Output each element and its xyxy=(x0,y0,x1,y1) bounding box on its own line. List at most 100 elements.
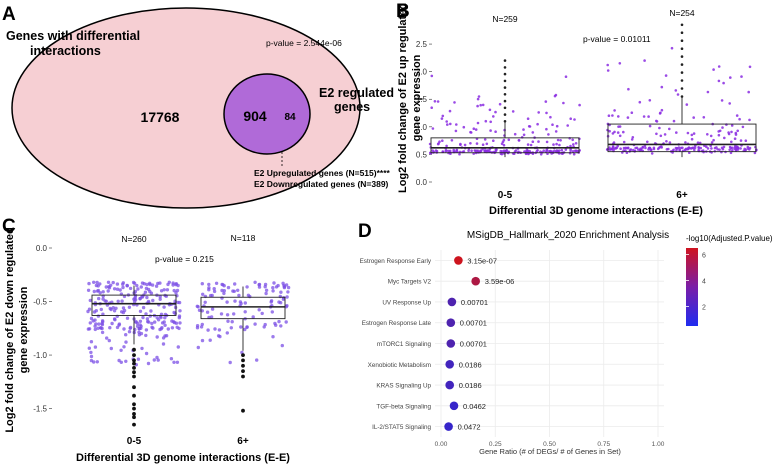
chart-b-point xyxy=(736,129,739,133)
chart-b-outlier xyxy=(680,71,684,74)
chart-b-point xyxy=(444,149,448,153)
chart-c-point xyxy=(94,283,99,288)
chart-b-point xyxy=(494,110,497,114)
chart-b-point xyxy=(611,146,615,149)
chart-d-xtick-label-1: 0.25 xyxy=(489,441,502,448)
chart-b-point xyxy=(641,146,644,149)
chart-b-outlier xyxy=(680,87,684,90)
chart-b-point xyxy=(717,133,721,137)
chart-c-ytick-label-0: 0.0 xyxy=(36,244,48,253)
chart-b-point xyxy=(564,75,568,78)
chart-c-point xyxy=(233,282,237,286)
chart-b-point xyxy=(556,138,560,142)
venn-overlap-count: 904 xyxy=(243,108,267,124)
chart-b-pvalue: p-value = 0.01011 xyxy=(583,34,651,44)
chart-c-point xyxy=(136,287,140,291)
chart-d-point-6 xyxy=(445,380,455,390)
chart-b-point xyxy=(626,116,630,119)
chart-c-point xyxy=(219,312,224,316)
chart-b-point xyxy=(574,149,578,152)
chart-b-ytick-label-2: 1.0 xyxy=(416,123,428,132)
chart-b-point xyxy=(547,133,550,136)
chart-c-point xyxy=(196,305,200,309)
chart-b-point xyxy=(681,146,684,150)
chart-b-point xyxy=(449,122,452,126)
chart-b-ytick-label-1: 0.5 xyxy=(416,150,428,159)
chart-c-point xyxy=(233,299,237,303)
chart-c-point xyxy=(124,340,128,344)
chart-b-point xyxy=(483,138,487,141)
chart-d-point-3 xyxy=(446,318,456,328)
chart-c-point xyxy=(212,289,217,294)
chart-b-point xyxy=(675,131,678,134)
chart-c-point xyxy=(145,295,149,300)
chart-b-point xyxy=(616,131,620,134)
chart-b-point xyxy=(638,100,642,104)
chart-c-point xyxy=(146,361,151,366)
chart-c-point xyxy=(200,282,204,286)
chart-b-point xyxy=(730,140,733,144)
chart-b-point xyxy=(622,140,626,144)
venn-outer-label-1: Genes with differential xyxy=(6,29,140,43)
chart-b-point xyxy=(699,146,702,150)
chart-b-point xyxy=(549,115,552,119)
chart-b-point xyxy=(560,148,564,152)
chart-b-point xyxy=(522,133,526,137)
chart-c-point xyxy=(284,320,288,324)
chart-c-point xyxy=(120,310,124,314)
chart-b-point xyxy=(696,141,700,144)
chart-b-outlier xyxy=(503,86,507,89)
chart-c-point xyxy=(89,316,94,321)
chart-c-point xyxy=(133,298,138,302)
chart-c-point xyxy=(236,288,240,292)
chart-c-point xyxy=(120,299,124,303)
chart-d-point-2 xyxy=(447,297,457,307)
chart-b-outlier xyxy=(680,79,684,82)
chart-c-point xyxy=(217,328,222,332)
chart-d-padj-label-4: 0.00701 xyxy=(460,340,487,349)
chart-b-point xyxy=(455,149,458,152)
chart-c-ytick-label-3: -1.5 xyxy=(33,405,47,414)
chart-c-outlier xyxy=(132,406,136,411)
chart-b-point xyxy=(430,74,434,78)
chart-b-point xyxy=(644,146,647,150)
chart-b-point xyxy=(613,109,616,112)
chart-b-point xyxy=(502,143,506,147)
chart-b-point xyxy=(630,138,634,141)
chart-b-point xyxy=(733,137,737,140)
chart-b-ytick-label-5: 2.5 xyxy=(416,40,428,49)
chart-d-title: MSigDB_Hallmark_2020 Enrichment Analysis xyxy=(467,230,669,241)
panel-d: D MSigDB_Hallmark_2020 Enrichment Analys… xyxy=(358,221,773,456)
chart-c-point xyxy=(230,320,234,324)
chart-c-point xyxy=(142,282,146,286)
chart-b-point xyxy=(479,149,483,153)
chart-b-point xyxy=(555,124,559,128)
chart-c-point xyxy=(272,281,276,285)
chart-c-point xyxy=(148,281,152,285)
chart-b-point xyxy=(652,146,656,150)
chart-c-point xyxy=(138,323,142,327)
chart-c-point xyxy=(144,333,148,338)
chart-c-ytick-label-2: -1.0 xyxy=(33,351,47,360)
chart-c-point xyxy=(237,293,241,298)
panel-c: C 0.0 -0.5 -1.0 -1.5 N=260 N=118 p-value = … xyxy=(2,216,291,464)
chart-c-point xyxy=(122,345,126,349)
chart-c-point xyxy=(145,317,150,321)
chart-c-point xyxy=(243,310,247,314)
chart-c-point xyxy=(114,306,118,310)
chart-c-outlier xyxy=(241,408,245,413)
chart-c-point xyxy=(89,340,94,344)
chart-c-point xyxy=(260,311,264,316)
chart-c-point xyxy=(229,326,233,330)
panel-letter-b: B xyxy=(396,1,410,22)
chart-b-point xyxy=(469,142,472,145)
chart-d-xtick-label-4: 1.00 xyxy=(652,441,665,448)
chart-b-point xyxy=(544,100,548,103)
chart-c-box-0 xyxy=(91,294,177,316)
chart-c-point xyxy=(97,322,101,326)
chart-c-point xyxy=(197,308,202,312)
chart-b-point xyxy=(448,109,452,113)
chart-b-point xyxy=(559,139,562,142)
chart-b-point xyxy=(474,149,477,153)
chart-c-point xyxy=(94,309,99,313)
